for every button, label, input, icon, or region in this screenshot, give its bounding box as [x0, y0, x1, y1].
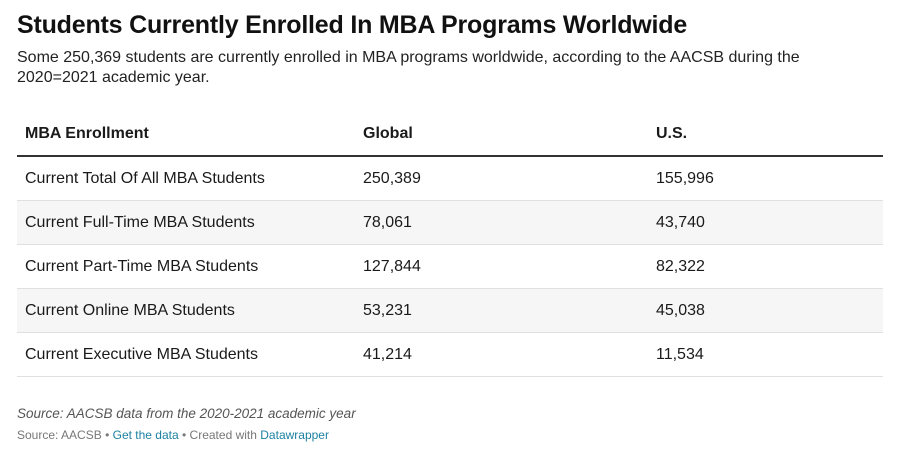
- row-label: Current Full-Time MBA Students: [17, 200, 355, 245]
- table-row: Current Total Of All MBA Students 250,38…: [17, 156, 883, 201]
- chart-notes: Source: AACSB data from the 2020-2021 ac…: [17, 406, 356, 421]
- table-row: Current Online MBA Students 53,231 45,03…: [17, 288, 883, 333]
- global-value: 53,231: [355, 288, 648, 333]
- us-value: 43,740: [648, 200, 883, 245]
- table-header-row: MBA Enrollment Global U.S.: [17, 112, 883, 157]
- enrollment-table: MBA Enrollment Global U.S. Current Total…: [17, 112, 883, 377]
- table-row: Current Executive MBA Students 41,214 11…: [17, 332, 883, 377]
- us-value: 82,322: [648, 244, 883, 289]
- table-row: Current Full-Time MBA Students 78,061 43…: [17, 200, 883, 245]
- column-header-global: Global: [355, 112, 648, 157]
- global-value: 41,214: [355, 332, 648, 377]
- row-label: Current Part-Time MBA Students: [17, 244, 355, 289]
- table-row: Current Part-Time MBA Students 127,844 8…: [17, 244, 883, 289]
- global-value: 78,061: [355, 200, 648, 245]
- row-label: Current Total Of All MBA Students: [17, 156, 355, 201]
- footer-separator: •: [182, 428, 187, 442]
- chart-title: Students Currently Enrolled In MBA Progr…: [17, 11, 688, 39]
- chart-subtitle: Some 250,369 students are currently enro…: [17, 49, 800, 86]
- datawrapper-link[interactable]: Datawrapper: [260, 428, 329, 442]
- us-value: 45,038: [648, 288, 883, 333]
- row-label: Current Online MBA Students: [17, 288, 355, 333]
- row-label: Current Executive MBA Students: [17, 332, 355, 377]
- created-with-label: Created with: [189, 428, 257, 442]
- get-the-data-link[interactable]: Get the data: [112, 428, 179, 442]
- chart-footer: Source: AACSB • Get the data • Created w…: [17, 427, 883, 443]
- column-header-enrollment: MBA Enrollment: [17, 112, 355, 157]
- us-value: 155,996: [648, 156, 883, 201]
- global-value: 250,389: [355, 156, 648, 201]
- global-value: 127,844: [355, 244, 648, 289]
- source-label: Source: AACSB: [17, 428, 102, 442]
- column-header-us: U.S.: [648, 112, 883, 157]
- footer-separator: •: [105, 428, 110, 442]
- us-value: 11,534: [648, 332, 883, 377]
